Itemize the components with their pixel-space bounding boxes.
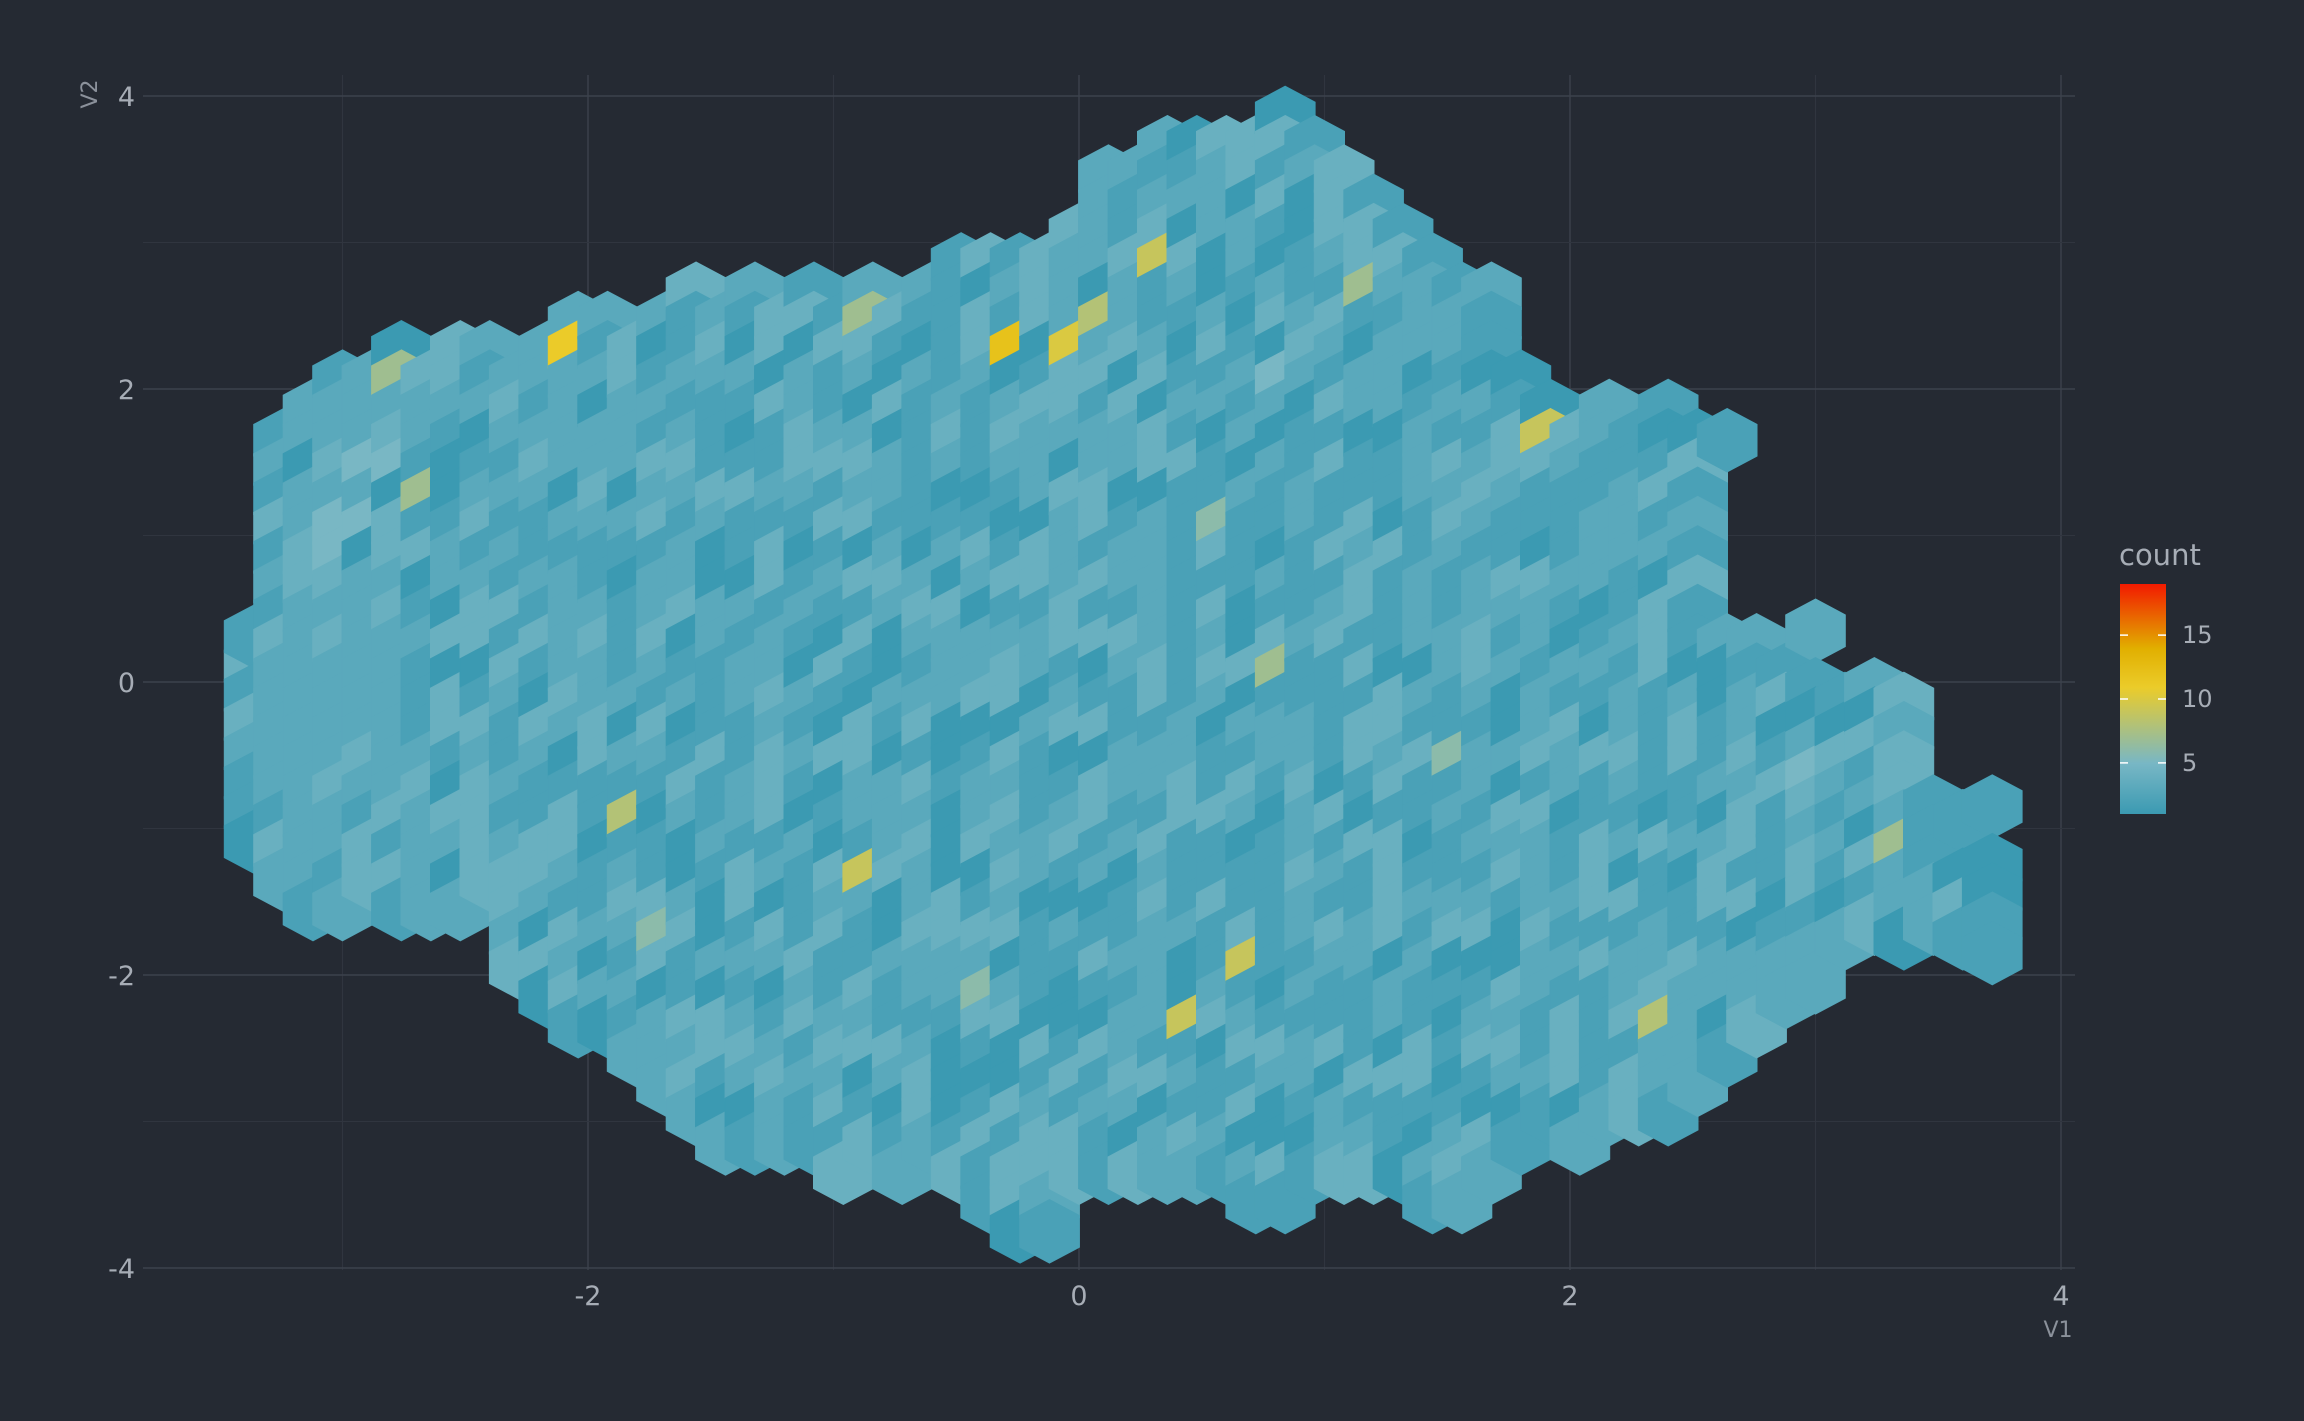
x-tick-label: -2	[575, 1281, 602, 1312]
x-tick-label: 0	[1070, 1281, 1087, 1312]
x-tick-label: 2	[1561, 1281, 1578, 1312]
hex-cell	[1696, 407, 1758, 473]
y-tick-label: 4	[118, 82, 135, 113]
y-tick-label: -4	[108, 1254, 135, 1285]
y-tick-label: -2	[108, 961, 135, 992]
y-tick-label: 0	[118, 668, 135, 699]
legend: count 5 10 15	[2119, 538, 2213, 814]
y-axis-title: V2	[78, 79, 103, 108]
hex-cell	[1019, 1199, 1080, 1264]
hexbin-cells	[223, 85, 2023, 1264]
x-axis-title: V1	[2043, 1318, 2072, 1343]
legend-tick-label: 5	[2182, 749, 2197, 777]
y-tick-label: 2	[118, 375, 135, 406]
legend-tick-label: 15	[2182, 621, 2213, 649]
hex-cell	[1961, 920, 2023, 986]
legend-title: count	[2119, 538, 2201, 572]
x-tick-label: 4	[2052, 1281, 2069, 1312]
axes: V2 V1 -2 0 2 4 4 2 0 -2 -4	[78, 79, 2073, 1343]
legend-tick-label: 10	[2182, 685, 2213, 713]
